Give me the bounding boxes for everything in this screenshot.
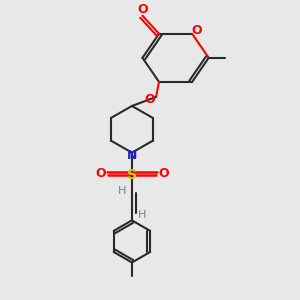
Text: O: O <box>192 24 202 37</box>
Text: H: H <box>137 210 146 220</box>
Text: O: O <box>158 167 169 180</box>
Text: S: S <box>127 168 137 182</box>
Text: H: H <box>118 186 127 196</box>
Text: O: O <box>95 167 106 180</box>
Text: N: N <box>127 148 137 161</box>
Text: O: O <box>145 94 155 106</box>
Text: O: O <box>137 3 148 16</box>
